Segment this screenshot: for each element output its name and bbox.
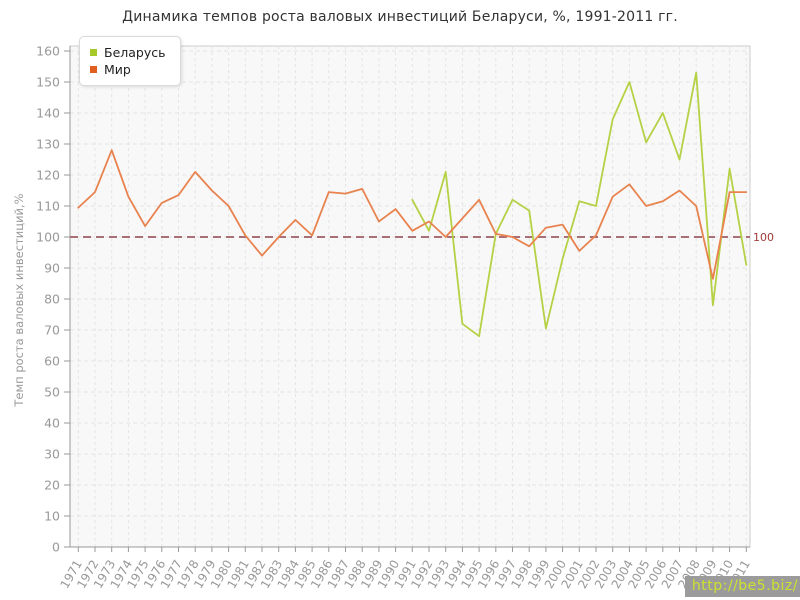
y-tick-label: 20 xyxy=(44,478,60,493)
chart-title: Динамика темпов роста валовых инвестиций… xyxy=(122,9,678,25)
reference-line-label: 100 xyxy=(753,231,774,244)
y-tick-label: 120 xyxy=(36,168,60,183)
y-tick-label: 140 xyxy=(36,106,60,121)
y-tick-label: 160 xyxy=(36,44,60,59)
series-line-mir xyxy=(77,149,748,280)
legend-item-belarus[interactable]: Беларусь xyxy=(90,45,166,60)
y-tick-label: 130 xyxy=(36,137,60,152)
series-line-belarus xyxy=(411,71,748,338)
y-tick-label: 150 xyxy=(36,75,60,90)
y-tick-label: 60 xyxy=(44,354,60,369)
legend-item-mir[interactable]: Мир xyxy=(90,62,166,77)
legend-label-mir: Мир xyxy=(104,62,131,77)
y-tick-label: 70 xyxy=(44,323,60,338)
y-tick-label: 100 xyxy=(36,230,60,245)
y-tick-label: 30 xyxy=(44,447,60,462)
mir-series-swatch-icon xyxy=(90,66,97,73)
y-tick-label: 90 xyxy=(44,261,60,276)
y-tick-label: 110 xyxy=(36,199,60,214)
y-tick-label: 80 xyxy=(44,292,60,307)
y-tick-label: 40 xyxy=(44,416,60,431)
plot-background xyxy=(69,45,751,548)
legend: Беларусь Мир xyxy=(79,36,181,86)
y-tick-label: 10 xyxy=(44,509,60,524)
belarus-series-swatch-icon xyxy=(90,49,97,56)
watermark-link[interactable]: http://be5.biz/ xyxy=(684,576,800,597)
legend-label-belarus: Беларусь xyxy=(104,45,166,60)
y-tick-label: 50 xyxy=(44,385,60,400)
y-tick-label: 0 xyxy=(52,540,60,555)
y-axis-title: Темп роста валовых инвестиций,% xyxy=(12,193,26,407)
